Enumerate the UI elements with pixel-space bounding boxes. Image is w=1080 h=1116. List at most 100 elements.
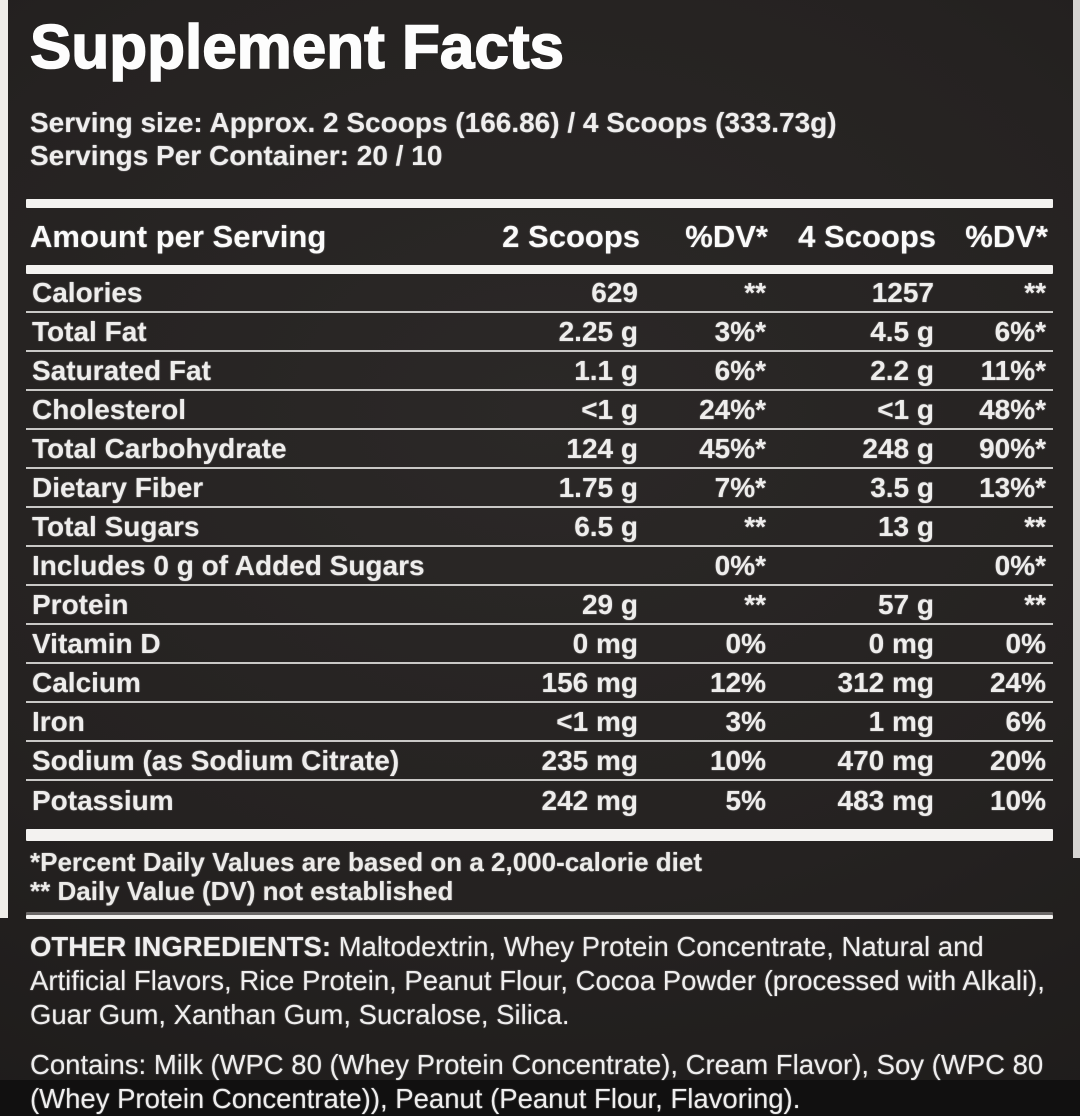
nutrient-value: 124 g <box>566 432 638 464</box>
nutrient-value: 10% <box>709 744 766 776</box>
table-row: Calories 629 ** 1257 ** <box>26 274 1053 313</box>
table-row: Includes 0 g of Added Sugars 0%* 0%* <box>26 547 1053 586</box>
divider-bar-ingredients <box>26 915 1053 919</box>
nutrient-name: Total Carbohydrate <box>32 432 287 464</box>
nutrient-value: 1257 <box>871 276 934 308</box>
nutrient-value: 29 g <box>581 588 638 620</box>
column-header-dv2: %DV* <box>965 218 1048 254</box>
nutrient-value: 0% <box>1005 627 1046 659</box>
nutrient-value: 20% <box>989 744 1046 776</box>
nutrient-value: ** <box>744 588 766 620</box>
nutrient-value: 13 g <box>877 510 934 542</box>
serving-size-line: Serving size: Approx. 2 Scoops (166.86) … <box>30 107 837 138</box>
nutrient-value: 11%* <box>980 354 1046 386</box>
nutrient-value: 6.5 g <box>574 510 638 542</box>
nutrient-value: 6%* <box>994 315 1046 347</box>
other-ingredients-text: Maltodextrin, Whey Protein Concentrate, … <box>30 931 1045 1030</box>
nutrient-value: 470 mg <box>837 744 935 776</box>
nutrient-value: 3.5 g <box>870 471 934 503</box>
servings-per-container-line: Servings Per Container: 20 / 10 <box>30 140 443 171</box>
facts-table-header: Amount per Serving 2 Scoops %DV* 4 Scoop… <box>24 208 1055 265</box>
table-row: Total Carbohydrate 124 g 45%* 248 g 90%* <box>26 430 1053 469</box>
table-row: Total Sugars 6.5 g ** 13 g ** <box>26 508 1053 547</box>
nutrient-name: Calories <box>32 276 143 308</box>
contains-paragraph: Contains: Milk (WPC 80 (Whey Protein Con… <box>30 1049 1044 1114</box>
column-header-dv1: %DV* <box>685 218 768 254</box>
nutrient-value: 2.25 g <box>558 315 638 347</box>
nutrient-value: 57 g <box>877 588 934 620</box>
nutrient-value: 3%* <box>714 315 766 347</box>
other-ingredients-paragraph: OTHER INGREDIENTS: Maltodextrin, Whey Pr… <box>30 930 1055 1032</box>
nutrient-value: 2.2 g <box>870 354 934 386</box>
nutrient-value: 0%* <box>714 549 766 581</box>
nutrient-value: ** <box>1024 510 1046 542</box>
column-header-4scoops: 4 Scoops <box>798 218 936 254</box>
table-row: Iron <1 mg 3% 1 mg 6% <box>26 703 1053 742</box>
nutrient-value: 12% <box>709 666 766 698</box>
nutrient-name: Iron <box>32 705 85 737</box>
nutrient-name: Dietary Fiber <box>32 471 204 503</box>
serving-info: Serving size: Approx. 2 Scoops (166.86) … <box>30 106 1055 172</box>
table-row: Vitamin D 0 mg 0% 0 mg 0% <box>26 625 1053 664</box>
table-row: Sodium (as Sodium Citrate) 235 mg 10% 470 m… <box>26 742 1053 781</box>
footnote-dv-not-established: ** Daily Value (DV) not established <box>30 876 454 906</box>
table-row: Potassium 242 mg 5% 483 mg 10% <box>26 781 1053 820</box>
nutrient-value: 4.5 g <box>870 315 934 347</box>
nutrient-value: <1 g <box>877 393 934 425</box>
nutrient-value: ** <box>1024 276 1046 308</box>
nutrient-name: Total Fat <box>32 315 147 347</box>
nutrient-value: 7%* <box>714 471 766 503</box>
nutrient-value: 6%* <box>714 354 766 386</box>
nutrient-value: 312 mg <box>837 666 935 698</box>
nutrient-name: Total Sugars <box>32 510 200 542</box>
nutrient-value: 90%* <box>979 432 1046 464</box>
table-row: Cholesterol <1 g 24%* <1 g 48%* <box>26 391 1053 430</box>
label-right-edge <box>1073 0 1080 858</box>
nutrient-value: 24%* <box>699 393 766 425</box>
divider-bar-header-bottom <box>26 265 1053 274</box>
nutrient-name: Includes 0 g of Added Sugars <box>32 549 425 581</box>
nutrient-value: <1 g <box>581 393 638 425</box>
column-header-2scoops: 2 Scoops <box>502 218 640 254</box>
nutrient-name: Vitamin D <box>32 627 161 659</box>
nutrient-value: 1.1 g <box>574 354 638 386</box>
nutrient-value: 1 mg <box>868 705 934 737</box>
nutrient-value: 0 mg <box>868 627 934 659</box>
nutrient-value: 24% <box>989 666 1046 698</box>
nutrient-value: 235 mg <box>541 744 639 776</box>
nutrient-value: 48%* <box>979 393 1046 425</box>
nutrient-value: 483 mg <box>837 784 935 816</box>
table-row: Dietary Fiber 1.75 g 7%* 3.5 g 13%* <box>26 469 1053 508</box>
label-left-edge <box>0 0 8 918</box>
nutrient-value: 0%* <box>994 549 1046 581</box>
column-header-amount: Amount per Serving <box>30 218 327 254</box>
nutrient-name: Cholesterol <box>32 393 187 425</box>
nutrient-value: 1.75 g <box>558 471 638 503</box>
footnote-daily-values: *Percent Daily Values are based on a 2,0… <box>30 847 703 877</box>
nutrient-value: 45%* <box>699 432 766 464</box>
divider-bar-top <box>26 199 1053 208</box>
nutrient-value: 248 g <box>862 432 934 464</box>
facts-table-body: Calories 629 ** 1257 ** Total Fat 2.25 g 3%* 4.5… <box>26 274 1053 820</box>
footnotes: *Percent Daily Values are based on a 2,0… <box>30 848 1055 906</box>
label-title: Supplement Facts <box>29 12 565 83</box>
nutrient-name: Saturated Fat <box>32 354 211 386</box>
nutrient-value: 3% <box>725 705 766 737</box>
nutrient-value: ** <box>1024 588 1046 620</box>
table-row: Protein 29 g ** 57 g ** <box>26 586 1053 625</box>
other-ingredients-label: OTHER INGREDIENTS: <box>30 931 331 962</box>
nutrient-value: 5% <box>725 784 766 816</box>
table-row: Calcium 156 mg 12% 312 mg 24% <box>26 664 1053 703</box>
label-content: Supplement Facts Serving size: Approx. 2… <box>8 0 1073 1114</box>
nutrient-value: 629 <box>591 276 638 308</box>
nutrient-value: 156 mg <box>541 666 639 698</box>
nutrient-value: 10% <box>989 784 1046 816</box>
nutrient-name: Sodium (as Sodium Citrate) <box>32 744 400 776</box>
nutrient-value: 6% <box>1005 705 1046 737</box>
nutrient-value: 13%* <box>979 471 1046 503</box>
table-row: Saturated Fat 1.1 g 6%* 2.2 g 11%* <box>26 352 1053 391</box>
nutrient-value: 242 mg <box>541 784 639 816</box>
nutrient-value: ** <box>744 510 766 542</box>
nutrient-name: Calcium <box>32 666 141 698</box>
